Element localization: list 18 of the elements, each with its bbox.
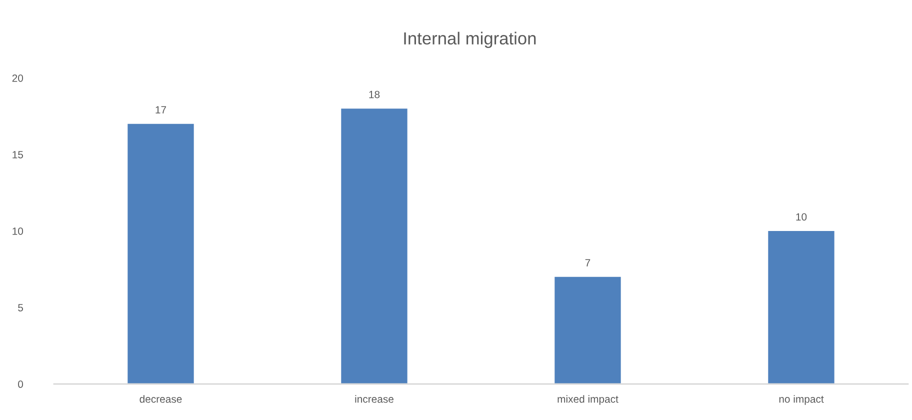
data-label: 7: [585, 259, 590, 266]
bar: [554, 276, 621, 384]
y-tick-label: 0: [18, 380, 24, 388]
x-tick-label: decrease: [140, 395, 182, 403]
y-tick-label: 20: [12, 74, 24, 82]
x-tick-label: no impact: [779, 395, 824, 405]
y-tick-label: 10: [12, 228, 24, 235]
y-tick-label: 5: [18, 304, 23, 312]
bar: [128, 124, 194, 384]
x-tick-label: mixed impact: [558, 395, 618, 405]
data-label: 10: [796, 213, 807, 221]
x-tick-label: increase: [355, 395, 394, 403]
data-label: 18: [369, 90, 380, 98]
bar: [768, 231, 834, 384]
chart-title: Internal migration: [404, 32, 536, 48]
data-label: 17: [156, 106, 166, 114]
bar: [341, 108, 408, 384]
y-tick-label: 15: [12, 151, 23, 158]
